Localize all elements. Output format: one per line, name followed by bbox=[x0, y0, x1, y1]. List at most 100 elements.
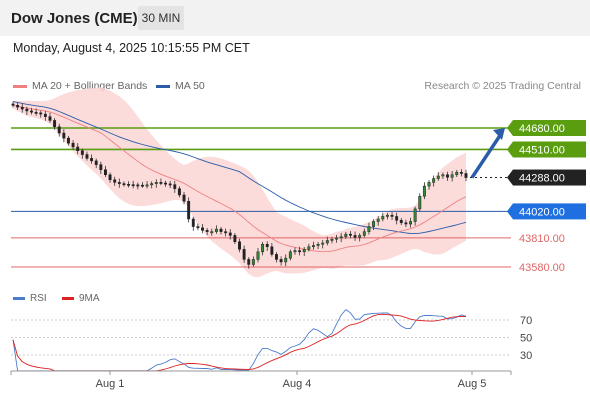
candle-body bbox=[140, 184, 144, 187]
candle-body bbox=[224, 231, 228, 234]
candle-body bbox=[67, 137, 70, 144]
candle-body bbox=[76, 146, 80, 151]
candle-body bbox=[150, 183, 154, 186]
candle-body bbox=[307, 246, 311, 250]
candle-body bbox=[30, 110, 33, 113]
candle-body bbox=[164, 182, 167, 185]
x-label-0: Aug 1 bbox=[96, 378, 125, 390]
candle-body bbox=[330, 238, 334, 241]
candle-body bbox=[25, 108, 29, 112]
trend-arrow-shaft bbox=[470, 133, 503, 179]
candle-body bbox=[159, 182, 163, 184]
candle-body bbox=[362, 231, 366, 236]
candle-body bbox=[325, 240, 329, 244]
level-label-3: 44020.00 bbox=[519, 206, 565, 218]
candle-body bbox=[450, 174, 454, 178]
ma9-swatch bbox=[62, 296, 74, 300]
rsi-tick-50: 50 bbox=[520, 333, 532, 345]
candle-body bbox=[413, 208, 417, 222]
candle-body bbox=[427, 182, 431, 187]
candle-body bbox=[459, 171, 463, 174]
candle-body bbox=[436, 175, 440, 179]
level-tag-0 bbox=[513, 120, 586, 136]
candle-body bbox=[182, 194, 186, 202]
candle-body bbox=[90, 158, 94, 162]
level-tag-pointer-0 bbox=[507, 120, 513, 136]
candle-body bbox=[177, 188, 181, 196]
candle-body bbox=[233, 235, 237, 242]
candle-body bbox=[168, 183, 172, 186]
candle-body bbox=[409, 221, 412, 225]
date-line: Monday, August 4, 2025 10:15:55 PM CET bbox=[13, 41, 250, 55]
candle-body bbox=[108, 174, 112, 181]
level-label-0: 44680.00 bbox=[519, 123, 565, 135]
candle-body bbox=[127, 183, 131, 186]
candle-body bbox=[94, 160, 98, 165]
candle-body bbox=[390, 214, 394, 217]
candle-body bbox=[316, 244, 320, 246]
candle-body bbox=[321, 242, 325, 245]
candle-body bbox=[279, 259, 283, 263]
level-tag-pointer-1 bbox=[507, 141, 513, 158]
candle-body bbox=[381, 216, 385, 220]
legend-rsi: RSI bbox=[13, 293, 47, 304]
candle-body bbox=[339, 236, 343, 239]
level-label-5: 43580.00 bbox=[519, 262, 565, 274]
candle-body bbox=[85, 154, 89, 159]
ma50-swatch bbox=[156, 84, 170, 88]
x-label-1: Aug 4 bbox=[283, 378, 312, 390]
candle-body bbox=[117, 182, 121, 184]
candle-body bbox=[219, 228, 223, 232]
candle-body bbox=[154, 182, 158, 184]
candle-body bbox=[399, 219, 403, 224]
bollinger-band bbox=[13, 87, 466, 278]
candle-body bbox=[214, 228, 218, 232]
candle-body bbox=[113, 179, 117, 183]
candle-body bbox=[455, 171, 459, 176]
candle-body bbox=[372, 221, 376, 227]
candle-body bbox=[293, 250, 297, 253]
candle-body bbox=[422, 185, 426, 197]
candle-body bbox=[298, 250, 302, 253]
candle-body bbox=[43, 113, 47, 117]
candle-body bbox=[446, 174, 449, 178]
candle-body bbox=[395, 216, 399, 221]
rsi-swatch bbox=[13, 296, 25, 300]
candle-body bbox=[228, 232, 232, 236]
candle-body bbox=[353, 235, 357, 238]
candle-body bbox=[62, 132, 66, 139]
candle-body bbox=[39, 112, 43, 115]
legend-9ma-label: 9MA bbox=[79, 293, 100, 304]
candle-body bbox=[358, 235, 362, 238]
instrument-title: Dow Jones (CME) bbox=[11, 10, 138, 27]
legend-ma20-label: MA 20 + Bollinger Bands bbox=[32, 80, 148, 92]
candle-body bbox=[57, 126, 61, 134]
candle-body bbox=[261, 244, 265, 253]
candle-body bbox=[131, 184, 135, 187]
level-label-4: 43810.00 bbox=[519, 233, 565, 245]
candle-body bbox=[16, 105, 20, 108]
candle-body bbox=[238, 241, 241, 250]
candle-body bbox=[201, 227, 204, 231]
rsi-tick-70: 70 bbox=[520, 315, 532, 327]
ma20-line bbox=[12, 104, 467, 253]
timeframe-button[interactable]: 30 MIN bbox=[138, 6, 184, 30]
level-tag-1 bbox=[513, 141, 586, 158]
candle-body bbox=[122, 183, 126, 186]
candle-body bbox=[464, 173, 468, 178]
trend-arrow-head bbox=[493, 128, 505, 140]
candle-body bbox=[418, 195, 422, 210]
candle-body bbox=[11, 103, 15, 106]
candle-body bbox=[335, 237, 339, 240]
candle-body bbox=[404, 222, 408, 225]
level-tag-3 bbox=[513, 203, 586, 220]
candle-body bbox=[432, 178, 436, 183]
level-tag-pointer-2 bbox=[507, 169, 513, 186]
candle-body bbox=[20, 106, 24, 110]
candle-body bbox=[191, 218, 195, 227]
candle-body bbox=[53, 120, 57, 127]
candle-body bbox=[312, 245, 315, 248]
candle-body bbox=[265, 244, 269, 248]
candle-body bbox=[247, 259, 251, 265]
legend-rsi-label: RSI bbox=[30, 293, 47, 304]
